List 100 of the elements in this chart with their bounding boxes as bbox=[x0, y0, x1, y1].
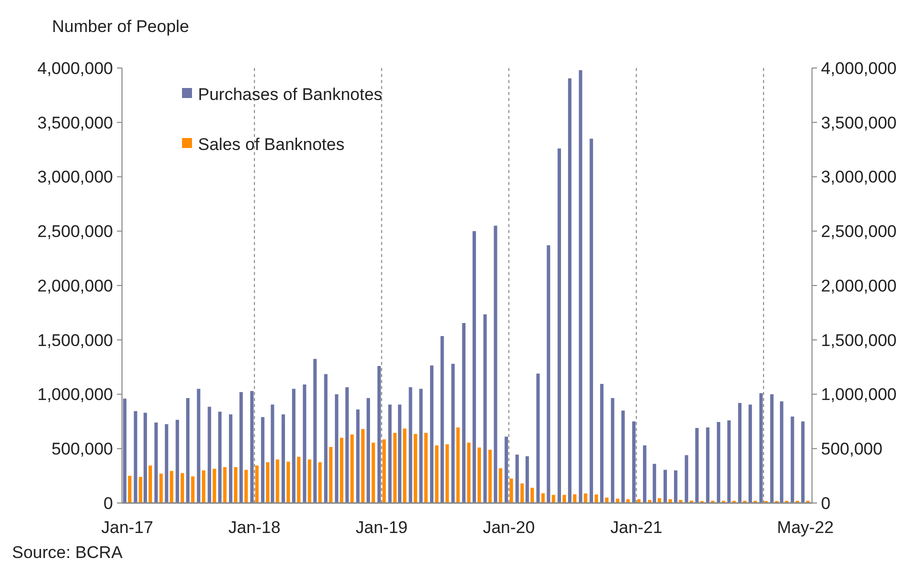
bar bbox=[144, 412, 147, 503]
bar bbox=[424, 432, 428, 503]
legend-label: Purchases of Banknotes bbox=[198, 84, 382, 104]
bar bbox=[780, 401, 784, 503]
bar bbox=[770, 394, 774, 503]
bar bbox=[801, 421, 805, 503]
bar bbox=[340, 438, 344, 503]
bar bbox=[467, 442, 471, 503]
bar bbox=[562, 494, 566, 503]
y2-tick-label: 1,500,000 bbox=[821, 330, 897, 350]
bar bbox=[568, 78, 572, 503]
bar bbox=[530, 488, 534, 503]
bar bbox=[637, 499, 641, 503]
bar bbox=[472, 231, 476, 503]
bar bbox=[366, 398, 370, 503]
source-note: Source: BCRA bbox=[12, 543, 124, 562]
y-tick-label: 3,000,000 bbox=[37, 168, 113, 187]
bar bbox=[590, 138, 594, 503]
y-tick-label: 4,000,000 bbox=[37, 58, 113, 78]
bar bbox=[148, 465, 152, 503]
bar bbox=[605, 498, 609, 503]
y-tick-label: 3,500,000 bbox=[37, 113, 113, 132]
bar bbox=[159, 474, 163, 503]
y-tick-label: 1,000,000 bbox=[37, 385, 113, 404]
bar bbox=[510, 478, 514, 503]
bar bbox=[488, 450, 492, 503]
y2-tick-label: 4,000,000 bbox=[821, 58, 897, 78]
bar bbox=[515, 454, 519, 503]
bar bbox=[483, 314, 487, 503]
bar bbox=[398, 404, 402, 503]
bar bbox=[664, 470, 667, 503]
bar bbox=[196, 388, 200, 503]
bar bbox=[356, 409, 360, 503]
bar bbox=[668, 499, 672, 503]
bar bbox=[393, 432, 397, 503]
bar bbox=[504, 436, 508, 503]
bar bbox=[600, 384, 604, 503]
bar bbox=[324, 374, 328, 503]
bar bbox=[748, 404, 752, 503]
y2-tick-label: 1,000,000 bbox=[821, 385, 897, 404]
y2-tick-label: 3,000,000 bbox=[821, 168, 897, 187]
bar bbox=[642, 445, 646, 503]
bar bbox=[610, 398, 614, 503]
bar bbox=[292, 388, 296, 503]
y2-tick-label: 2,500,000 bbox=[821, 222, 897, 242]
bar bbox=[202, 470, 206, 503]
bar bbox=[616, 498, 620, 503]
bar bbox=[430, 365, 434, 503]
bar bbox=[282, 414, 285, 503]
x-tick-label: Jan-18 bbox=[228, 518, 280, 537]
bar bbox=[462, 323, 466, 503]
bar bbox=[191, 476, 195, 503]
y-axis-title: Number of People bbox=[52, 17, 190, 36]
y-tick-label: 2,000,000 bbox=[37, 276, 113, 296]
bar bbox=[440, 336, 444, 503]
bar bbox=[402, 428, 406, 503]
bar bbox=[154, 422, 158, 503]
legend-label: Sales of Banknotes bbox=[198, 134, 344, 154]
bar bbox=[706, 427, 710, 503]
bar bbox=[255, 465, 259, 503]
x-tick-label: May-22 bbox=[777, 518, 834, 537]
bar bbox=[695, 428, 699, 503]
bar bbox=[674, 470, 678, 503]
x-tick-label: Jan-19 bbox=[356, 518, 408, 537]
bar bbox=[382, 439, 386, 503]
bar bbox=[297, 456, 300, 503]
x-tick-label: Jan-17 bbox=[101, 518, 154, 537]
y-tick-label: 1,500,000 bbox=[37, 330, 113, 350]
x-tick-label: Jan-20 bbox=[482, 518, 535, 537]
x-tick-label: Jan-21 bbox=[610, 518, 662, 537]
y2-tick-label: 3,500,000 bbox=[821, 113, 897, 132]
bar bbox=[266, 462, 270, 503]
bar bbox=[526, 456, 529, 503]
bar bbox=[626, 499, 630, 503]
y2-tick-label: 2,000,000 bbox=[821, 276, 897, 296]
bar bbox=[632, 421, 636, 503]
bar bbox=[621, 410, 625, 503]
bar bbox=[334, 394, 338, 503]
bar bbox=[478, 448, 481, 503]
bar bbox=[652, 464, 656, 503]
bar bbox=[250, 390, 254, 503]
bar bbox=[345, 387, 349, 503]
bar bbox=[244, 470, 248, 503]
bar bbox=[372, 442, 376, 503]
bar bbox=[790, 416, 794, 503]
bar bbox=[594, 494, 598, 503]
bar bbox=[239, 392, 243, 503]
y-tick-label: 500,000 bbox=[52, 440, 113, 459]
bar bbox=[286, 462, 290, 503]
bar bbox=[573, 494, 576, 503]
bar bbox=[361, 429, 365, 503]
bar bbox=[186, 398, 190, 503]
y2-tick-label: 0 bbox=[821, 494, 830, 513]
bar bbox=[180, 473, 184, 503]
bar bbox=[218, 412, 222, 503]
bar bbox=[435, 445, 438, 503]
bar bbox=[388, 404, 392, 503]
y-tick-label: 0 bbox=[104, 494, 113, 513]
bar bbox=[329, 446, 333, 503]
bar bbox=[520, 483, 524, 503]
